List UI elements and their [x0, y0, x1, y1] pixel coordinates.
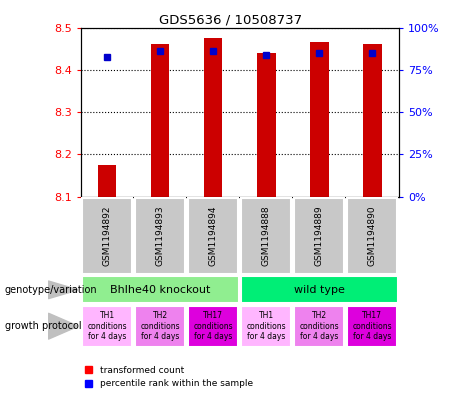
Bar — [241, 276, 398, 303]
Text: genotype/variation: genotype/variation — [5, 285, 97, 295]
Bar — [98, 165, 117, 196]
Text: growth protocol: growth protocol — [5, 321, 81, 331]
Text: GSM1194894: GSM1194894 — [209, 206, 218, 266]
Text: TH2
conditions
for 4 days: TH2 conditions for 4 days — [300, 311, 339, 341]
Bar — [347, 198, 397, 274]
Bar — [151, 44, 170, 196]
Text: GSM1194890: GSM1194890 — [368, 206, 377, 266]
Bar — [188, 306, 238, 347]
Legend: transformed count, percentile rank within the sample: transformed count, percentile rank withi… — [85, 366, 253, 389]
Bar — [241, 306, 291, 347]
Text: Bhlhe40 knockout: Bhlhe40 knockout — [110, 285, 210, 295]
Text: GDS5636 / 10508737: GDS5636 / 10508737 — [159, 14, 302, 27]
Bar — [82, 306, 132, 347]
Text: TH1
conditions
for 4 days: TH1 conditions for 4 days — [247, 311, 286, 341]
Text: GSM1194893: GSM1194893 — [156, 206, 165, 266]
Text: TH2
conditions
for 4 days: TH2 conditions for 4 days — [141, 311, 180, 341]
Bar — [241, 198, 291, 274]
Polygon shape — [48, 313, 78, 339]
Text: GSM1194888: GSM1194888 — [262, 206, 271, 266]
Bar — [82, 198, 132, 274]
Bar — [135, 306, 185, 347]
Text: TH17
conditions
for 4 days: TH17 conditions for 4 days — [194, 311, 233, 341]
Text: TH1
conditions
for 4 days: TH1 conditions for 4 days — [88, 311, 127, 341]
Bar — [363, 44, 382, 196]
Text: GSM1194892: GSM1194892 — [103, 206, 112, 266]
Bar — [310, 42, 329, 196]
Text: TH17
conditions
for 4 days: TH17 conditions for 4 days — [353, 311, 392, 341]
Bar — [82, 276, 239, 303]
Bar — [294, 306, 344, 347]
Bar — [135, 198, 185, 274]
Bar — [347, 306, 397, 347]
Text: GSM1194889: GSM1194889 — [315, 206, 324, 266]
Bar — [188, 198, 238, 274]
Text: wild type: wild type — [294, 285, 345, 295]
Bar — [294, 198, 344, 274]
Polygon shape — [48, 281, 78, 299]
Bar — [257, 53, 276, 196]
Bar — [204, 38, 223, 197]
